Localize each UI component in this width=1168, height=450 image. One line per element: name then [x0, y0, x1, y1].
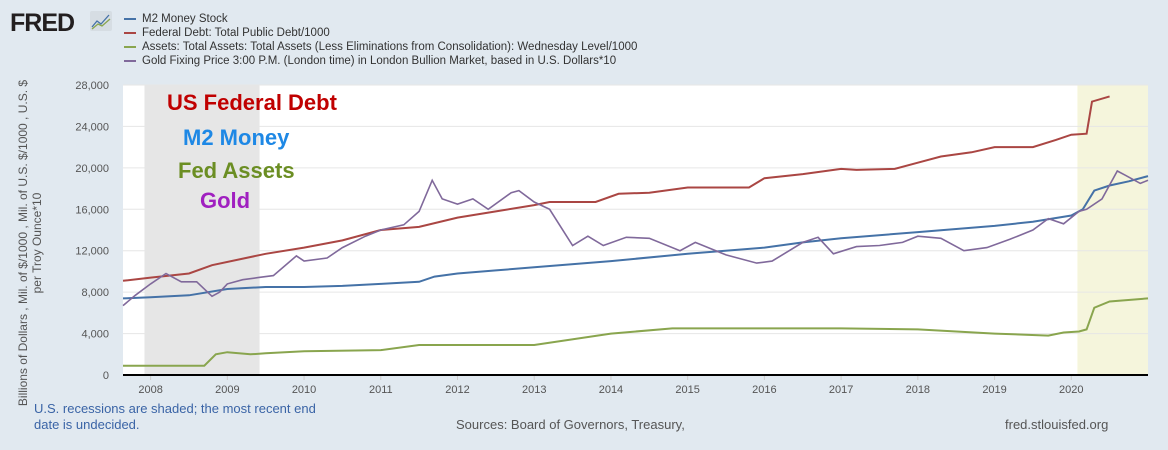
legend-label: Federal Debt: Total Public Debt/1000 [142, 27, 330, 39]
annotation-assets: Fed Assets [178, 158, 295, 183]
x-tick-label: 2019 [982, 384, 1006, 396]
legend-item-m2: M2 Money Stock [124, 12, 637, 26]
x-tick-label: 2018 [906, 384, 930, 396]
legend-label: Gold Fixing Price 3:00 P.M. (London time… [142, 55, 617, 67]
x-tick-label: 2014 [599, 384, 623, 396]
legend-item-gold: Gold Fixing Price 3:00 P.M. (London time… [124, 54, 637, 68]
annotation-m2: M2 Money [183, 125, 290, 150]
recession-note: U.S. recessions are shaded; the most rec… [34, 401, 316, 432]
y-tick-label: 4,000 [81, 329, 109, 341]
legend-label: M2 Money Stock [142, 13, 228, 25]
y-tick-label: 20,000 [75, 163, 109, 175]
x-tick-label: 2016 [752, 384, 776, 396]
legend-item-assets: Assets: Total Assets: Total Assets (Less… [124, 40, 637, 54]
legend-swatch [124, 60, 136, 62]
annotation-gold: Gold [200, 188, 251, 213]
legend-label: Assets: Total Assets: Total Assets (Less… [142, 41, 638, 53]
legend: M2 Money Stock Federal Debt: Total Publi… [124, 12, 637, 68]
chart-logo-icon [90, 11, 112, 31]
x-tick-label: 2013 [522, 384, 546, 396]
y-tick-label: 0 [103, 370, 109, 382]
site-link[interactable]: fred.stlouisfed.org [1005, 417, 1109, 432]
x-tick-label: 2010 [292, 384, 316, 396]
x-tick-label: 2011 [369, 384, 393, 396]
y-tick-label: 8,000 [81, 287, 109, 299]
plot-background [123, 85, 1148, 375]
x-tick-label: 2008 [138, 384, 162, 396]
annotation-debt: US Federal Debt [167, 90, 337, 115]
x-tick-label: 2009 [215, 384, 239, 396]
x-tick-label: 2017 [829, 384, 853, 396]
x-tick-label: 2015 [675, 384, 699, 396]
legend-swatch [124, 18, 136, 20]
legend-swatch [124, 32, 136, 34]
sources: Sources: Board of Governors, Treasury, [456, 417, 685, 432]
recession-shade [144, 85, 260, 375]
series-line-assets [123, 297, 1149, 367]
legend-swatch [124, 46, 136, 48]
fred-logo: FRED [10, 9, 75, 37]
y-tick-label: 16,000 [75, 204, 109, 216]
series-line-debt [122, 95, 1110, 282]
y-tick-label: 12,000 [75, 246, 109, 258]
y-tick-label: 28,000 [75, 80, 109, 92]
legend-item-debt: Federal Debt: Total Public Debt/1000 [124, 26, 637, 40]
series-line-gold [122, 169, 1149, 307]
recession-shade [1077, 85, 1148, 375]
x-tick-label: 2020 [1059, 384, 1083, 396]
x-tick-label: 2012 [445, 384, 469, 396]
y-tick-label: 24,000 [75, 121, 109, 133]
